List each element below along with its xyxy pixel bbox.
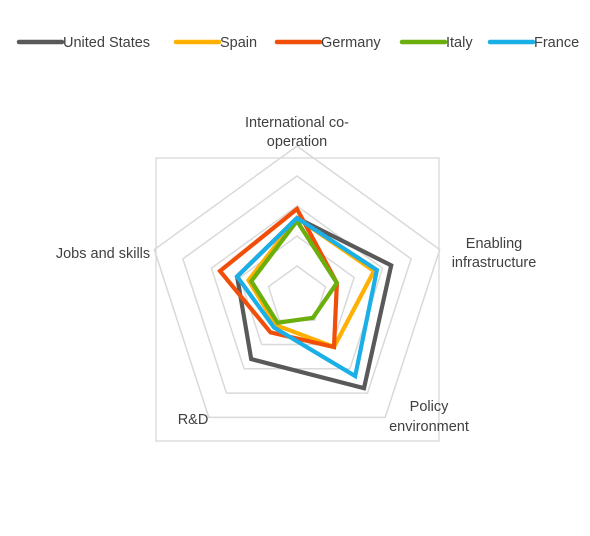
legend-item-france: France	[487, 35, 579, 51]
legend-label: Spain	[220, 35, 257, 51]
legend-item-spain: Spain	[173, 35, 257, 51]
plot-frame	[155, 157, 440, 442]
axis-label-line: infrastructure	[452, 255, 537, 271]
axis-label-jobs-and-skills: Jobs and skills	[56, 246, 150, 262]
series-line-italy	[248, 217, 340, 325]
legend-label: France	[534, 35, 579, 51]
axis-labels: International co-operation Enabling infras…	[56, 115, 536, 435]
axis-label-line: International co-	[245, 115, 349, 131]
series-lines	[217, 205, 394, 391]
grid-ring-2	[239, 235, 355, 346]
axis-label-line: environment	[389, 419, 469, 435]
legend-item-germany: Germany	[274, 35, 381, 51]
legend-item-italy: Italy	[399, 35, 473, 51]
axis-label-line: Policy	[410, 399, 449, 415]
legend: United States Spain Germany Italy France	[16, 35, 579, 51]
legend-item-united-states: United States	[16, 35, 150, 51]
axis-label-policy-environment: Policy environment	[389, 399, 469, 435]
axis-label-randd: R&D	[178, 412, 209, 428]
series-line-france	[234, 215, 380, 380]
legend-label: Italy	[446, 35, 473, 51]
axis-label-enabling-infrastructure: Enabling infrastructure	[452, 236, 537, 271]
axis-label-international-co-operation: International co-operation	[245, 115, 349, 150]
grid-ring-5	[153, 145, 441, 419]
legend-label: United States	[63, 35, 150, 51]
radar-grid	[153, 145, 441, 419]
axis-label-line: Enabling	[466, 236, 522, 252]
axis-label-line: Jobs and skills	[56, 246, 150, 262]
grid-ring-4	[182, 175, 412, 394]
legend-label: Germany	[321, 35, 381, 51]
axis-label-line: operation	[267, 134, 327, 150]
axis-label-line: R&D	[178, 412, 209, 428]
